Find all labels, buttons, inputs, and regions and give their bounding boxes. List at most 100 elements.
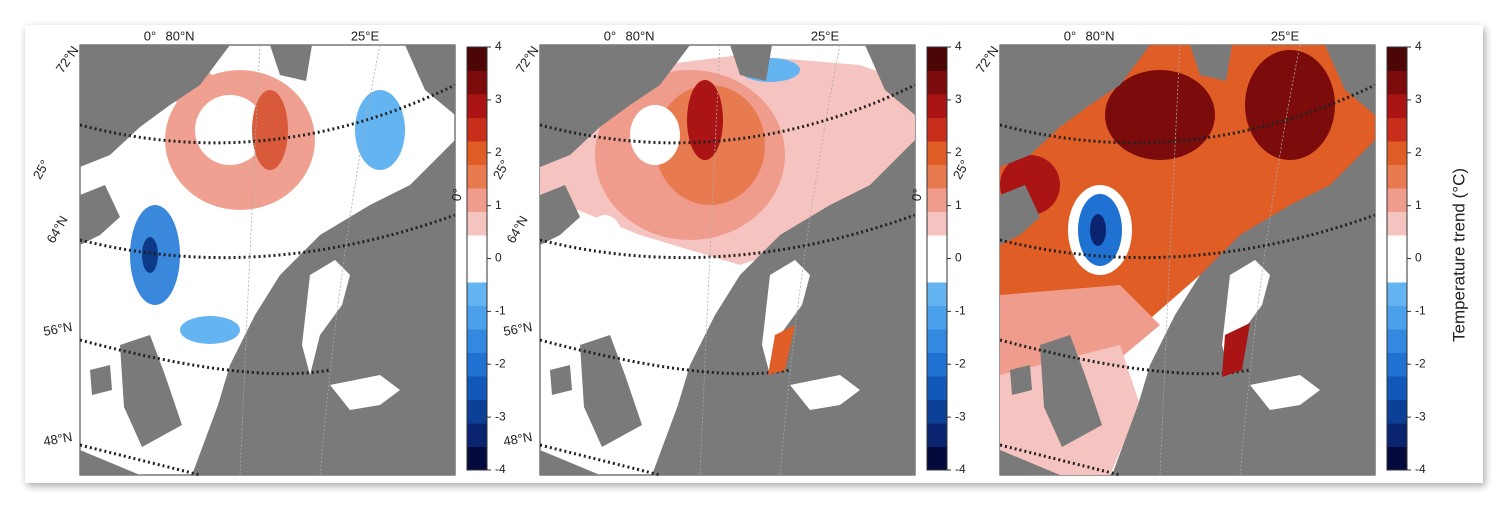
- colorbar-bin: [927, 446, 947, 471]
- colorbar-bin: [927, 211, 947, 236]
- colorbar-bin: [1387, 141, 1407, 165]
- colorbar-bin: [1387, 282, 1407, 306]
- geo-label: 80°N: [1085, 28, 1114, 43]
- colorbar-tick-label: 1: [495, 198, 502, 212]
- colorbar-tick-label: -1: [955, 304, 966, 318]
- colorbar-bin: [467, 423, 487, 447]
- colorbar-tick-label: -4: [1415, 462, 1426, 476]
- colorbar-tick-label: 4: [1415, 39, 1422, 53]
- colorbar-tick-label: 2: [1415, 145, 1422, 159]
- colorbar-bin: [1387, 94, 1407, 118]
- colorbar-tick-label: -3: [955, 409, 966, 423]
- colorbar-tick-label: -1: [1415, 304, 1426, 318]
- colorbar-bin: [1387, 188, 1407, 212]
- colorbar-tick-label: 1: [955, 198, 962, 212]
- colorbar-bin: [467, 258, 487, 283]
- colorbar-bin: [1387, 164, 1407, 189]
- colorbar-bin: [927, 164, 947, 189]
- geo-label: 25°E: [1271, 28, 1300, 43]
- colorbar-bin: [927, 258, 947, 283]
- colorbar-bin: [1387, 423, 1407, 447]
- colorbar-tick-label: 2: [955, 145, 962, 159]
- colorbar-bin: [1387, 47, 1407, 71]
- colorbar-tick-label: -1: [495, 304, 506, 318]
- map-panel: [998, 43, 1377, 477]
- colorbar-tick-label: 3: [495, 92, 502, 106]
- geo-label: 0°: [908, 187, 925, 202]
- colorbar-bin: [467, 399, 487, 424]
- map-panel: [538, 43, 917, 477]
- colorbar-tick-label: 4: [495, 39, 502, 53]
- geo-label: 0°: [144, 28, 156, 43]
- colorbar-bin: [927, 423, 947, 447]
- colorbar-bin: [467, 188, 487, 212]
- colorbar-bin: [1387, 211, 1407, 236]
- geo-label: 0°: [448, 187, 465, 202]
- colorbar-tick-label: -2: [1415, 356, 1426, 370]
- colorbar-bin: [1387, 258, 1407, 283]
- geo-label: 0°: [1064, 28, 1076, 43]
- colorbar-tick-label: 0: [955, 251, 962, 265]
- colorbar-bin: [927, 235, 947, 259]
- geo-label: 48°N: [502, 429, 533, 449]
- colorbar-tick-label: -3: [1415, 409, 1426, 423]
- colorbar-bin: [467, 446, 487, 471]
- geo-label: 56°N: [42, 319, 73, 339]
- colorbar-bin: [927, 329, 947, 353]
- colorbar-bin: [927, 376, 947, 400]
- colorbar-bin: [927, 117, 947, 142]
- colorbar-bin: [467, 94, 487, 118]
- colorbar-bin: [467, 117, 487, 142]
- colorbar-bin: [467, 282, 487, 306]
- colorbar-tick-label: -2: [955, 356, 966, 370]
- colorbar-tick-label: 3: [1415, 92, 1422, 106]
- colorbar-bin: [927, 282, 947, 306]
- colorbar-bin: [927, 188, 947, 212]
- geo-label: 80°N: [165, 28, 194, 43]
- geo-label: 56°N: [502, 319, 533, 339]
- colorbar-tick-label: 2: [495, 145, 502, 159]
- map-panel: [78, 43, 457, 477]
- colorbar-tick-label: 0: [1415, 251, 1422, 265]
- colorbar-bin: [1387, 376, 1407, 400]
- colorbar-bin: [467, 352, 487, 377]
- geo-label: 0°: [604, 28, 616, 43]
- colorbar-tick-label: 3: [955, 92, 962, 106]
- colorbar-tick-label: -3: [495, 409, 506, 423]
- colorbar-tick-label: -2: [495, 356, 506, 370]
- geo-label: 80°N: [625, 28, 654, 43]
- colorbar-bin: [927, 352, 947, 377]
- geo-label: 25°E: [811, 28, 840, 43]
- colorbar-bin: [467, 329, 487, 353]
- colorbar-label: Temperature trend (°C): [1449, 168, 1468, 342]
- colorbar-bin: [467, 376, 487, 400]
- colorbar-tick-label: 0: [495, 251, 502, 265]
- colorbar-bin: [927, 94, 947, 118]
- colorbar-bin: [927, 399, 947, 424]
- colorbar-bin: [467, 305, 487, 330]
- colorbar-bin: [467, 70, 487, 95]
- colorbar-bin: [1387, 305, 1407, 330]
- colorbar-bin: [467, 141, 487, 165]
- colorbar-tick-label: -4: [495, 462, 506, 476]
- colorbar-bin: [1387, 329, 1407, 353]
- colorbar-tick-label: -4: [955, 462, 966, 476]
- colorbar-bin: [927, 47, 947, 71]
- geo-label: 48°N: [42, 429, 73, 449]
- colorbar-bin: [1387, 446, 1407, 471]
- colorbar-bin: [1387, 117, 1407, 142]
- geo-label: 25°E: [351, 28, 380, 43]
- colorbar-bin: [1387, 235, 1407, 259]
- colorbar-bin: [467, 47, 487, 71]
- colorbar-bin: [1387, 352, 1407, 377]
- colorbar-bin: [467, 235, 487, 259]
- colorbar-bin: [927, 141, 947, 165]
- colorbar-tick-label: 1: [1415, 198, 1422, 212]
- colorbar-bin: [467, 211, 487, 236]
- colorbar-bin: [467, 164, 487, 189]
- colorbar-tick-label: 4: [955, 39, 962, 53]
- colorbar-bin: [1387, 70, 1407, 95]
- colorbar-bin: [927, 305, 947, 330]
